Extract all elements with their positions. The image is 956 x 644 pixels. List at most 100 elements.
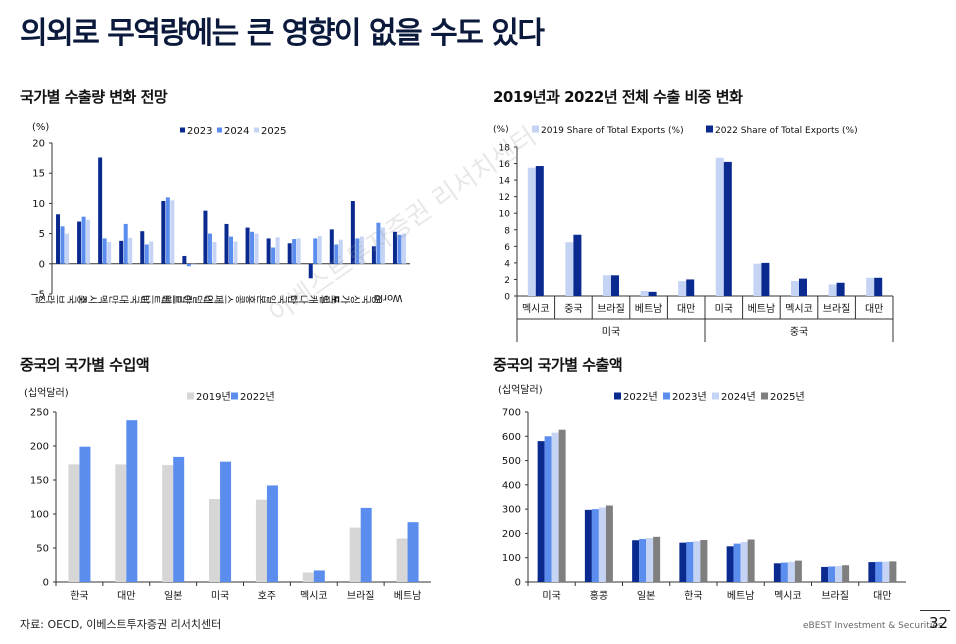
y-axis-unit: (%) [493, 125, 509, 135]
legend-swatch [532, 125, 539, 133]
x-tick-label: 중국 [66, 292, 87, 304]
bar [203, 210, 208, 264]
bar [165, 197, 170, 264]
legend-label: 2025년 [770, 391, 805, 403]
bar [359, 236, 364, 264]
y-tick-label: 200 [502, 529, 521, 540]
x-tick-label: 스페인 [204, 292, 234, 304]
bar [209, 499, 221, 582]
bar [102, 238, 107, 264]
source-note: 자료: OECD, 이베스트투자증권 리서치센터 [20, 618, 222, 631]
bar [648, 291, 657, 296]
bar [144, 244, 149, 264]
bar [115, 464, 127, 582]
legend-label: 2022 Share of Total Exports (%) [715, 126, 858, 136]
legend-label: 2024 [224, 126, 249, 137]
bar [605, 505, 613, 582]
bar [128, 237, 133, 264]
bar [780, 562, 788, 582]
y-tick-label: 250 [30, 408, 49, 419]
bar [275, 237, 280, 264]
y-tick-label: 15 [32, 169, 45, 180]
bar [220, 461, 232, 582]
bar [791, 281, 799, 296]
bar [355, 238, 360, 264]
bar [591, 509, 599, 582]
legend-swatch [254, 127, 259, 133]
x-tick-label: 미국 [542, 590, 560, 602]
x-tick-label: 영국 [361, 292, 382, 304]
y-tick-label: 10 [499, 210, 511, 220]
bar [149, 241, 154, 264]
x-tick-label: 한국 [684, 590, 702, 602]
bar [302, 572, 314, 582]
bar [119, 240, 124, 264]
x-tick-label: 멕시코 [774, 590, 802, 602]
bar [726, 546, 734, 582]
x-tick-label: 대만 [117, 590, 135, 602]
y-tick-label: 0 [43, 578, 49, 589]
bar [875, 561, 883, 582]
legend-label: 2019 Share of Total Exports (%) [541, 126, 684, 136]
legend-swatch [180, 127, 185, 133]
x-tick-label: 브라질 [823, 303, 851, 315]
x-tick-label: 독일 [319, 292, 339, 304]
bar [182, 255, 187, 264]
legend-label: 2022년 [240, 391, 275, 403]
bar [254, 233, 259, 264]
bar [338, 239, 343, 264]
bar [397, 234, 402, 264]
legend-swatch [761, 392, 768, 400]
y-tick-label: 5 [39, 229, 45, 240]
x-tick-label: 미국 [129, 292, 150, 304]
bar [79, 446, 91, 582]
bar [573, 234, 582, 296]
bar [836, 282, 845, 296]
bar [186, 263, 191, 267]
bar [292, 239, 297, 264]
bar [761, 262, 770, 296]
y-tick-label: 20 [32, 139, 45, 150]
x-tick-label: 브라질 [36, 292, 66, 304]
bar [266, 238, 271, 264]
bar [527, 167, 536, 296]
y-tick-label: 2 [504, 276, 510, 286]
x-tick-label: 멕시코 [78, 292, 108, 304]
y-tick-label: −5 [30, 290, 45, 301]
bar [866, 277, 875, 296]
bar [747, 539, 755, 582]
x-tick-label: 일본 [164, 590, 182, 602]
bar [313, 570, 325, 582]
y-tick-label: 150 [30, 476, 49, 487]
bar [191, 263, 196, 266]
bar [380, 227, 385, 264]
legend-swatch [187, 392, 194, 400]
bar [271, 247, 276, 264]
bar [229, 236, 233, 264]
bar [349, 527, 361, 582]
bar [266, 485, 278, 582]
y-tick-label: 50 [36, 544, 49, 555]
bar [401, 233, 406, 264]
y-tick-label: 14 [499, 177, 511, 187]
x-tick-label: 베트남 [141, 292, 171, 304]
x-tick-label: 싱가포르 [320, 292, 360, 304]
legend-swatch [217, 127, 222, 133]
bar [584, 509, 592, 582]
page-title: 의외로 무역량에는 큰 영향이 없을 수도 있다 [20, 16, 545, 51]
bar [140, 231, 145, 264]
bar [558, 429, 566, 582]
bar [245, 227, 250, 264]
x-tick-label: 아르헨 [162, 292, 192, 304]
y-tick-label: 200 [30, 442, 49, 453]
y-tick-label: 16 [499, 160, 511, 170]
bar [161, 200, 166, 264]
y-tick-label: 4 [504, 259, 510, 269]
x-tick-label: 브라질 [821, 590, 849, 602]
bar [611, 275, 619, 296]
x-tick-label: 멕시코 [785, 303, 813, 315]
bar [65, 233, 70, 264]
x-tick-label: 한국 [70, 590, 88, 602]
